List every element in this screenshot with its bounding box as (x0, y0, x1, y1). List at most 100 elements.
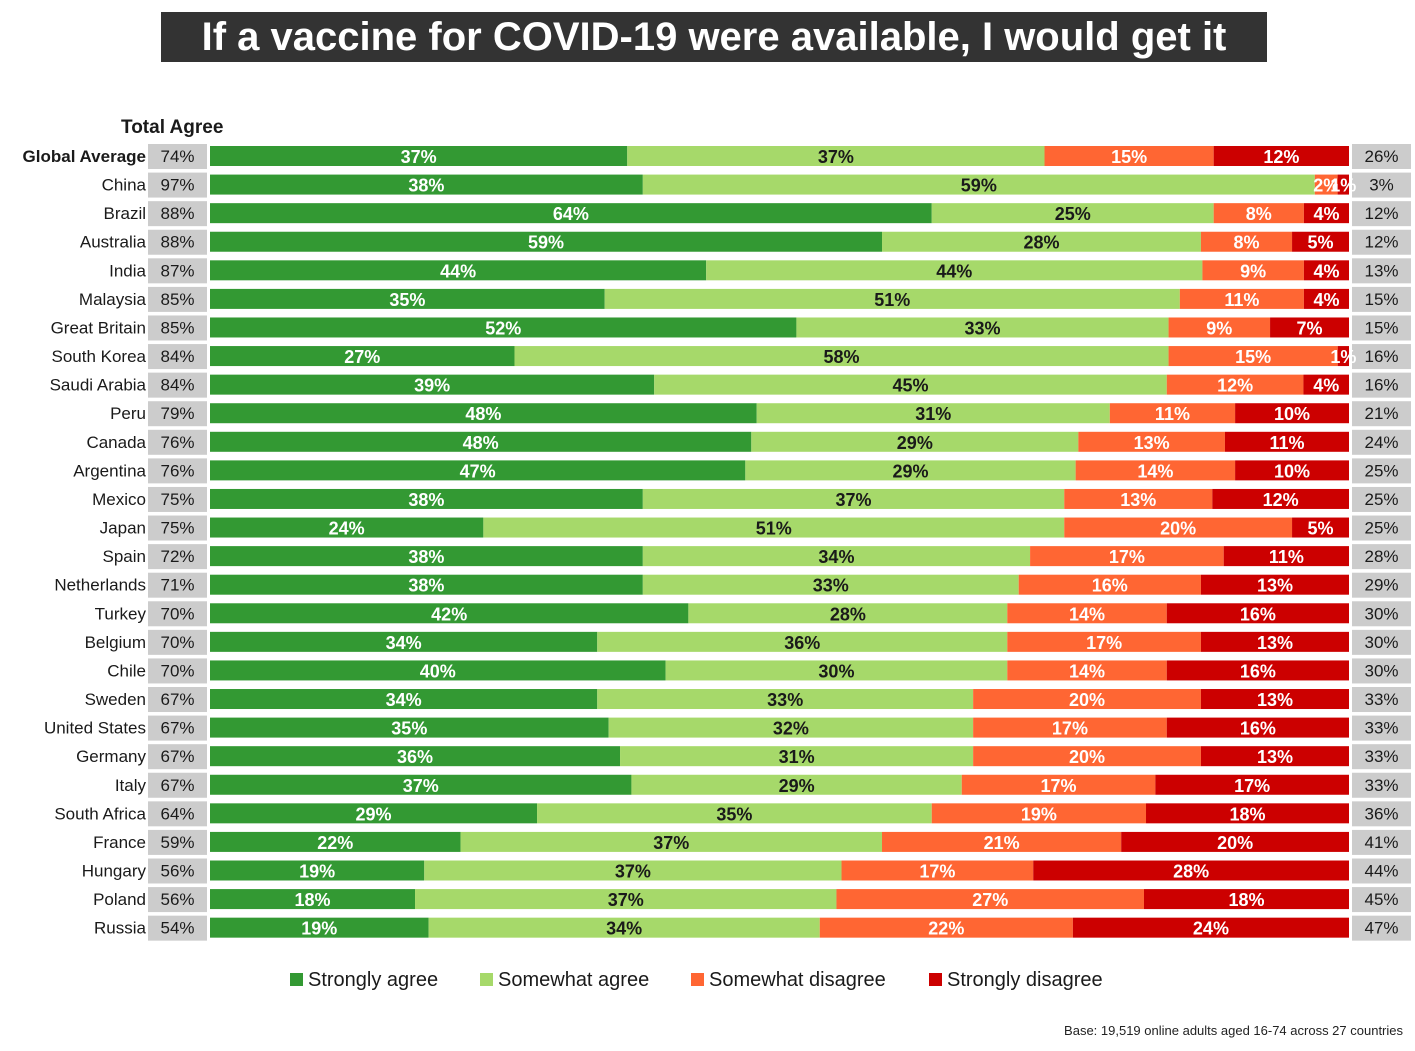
data-label-strongly-disagree: 13% (1257, 633, 1293, 653)
bar-segment-somewhat-agree (688, 603, 1008, 624)
category-label: Sweden (85, 690, 146, 709)
data-label-somewhat-disagree: 15% (1235, 347, 1271, 367)
total-disagree-box (1352, 144, 1411, 169)
legend-swatch-strongly-disagree (929, 973, 942, 986)
data-label-somewhat-agree: 29% (892, 461, 928, 481)
bar-segment-strongly-agree (210, 660, 666, 681)
data-label-somewhat-agree: 34% (818, 547, 854, 567)
total-agree-value: 70% (160, 661, 194, 680)
data-label-strongly-disagree: 10% (1274, 461, 1310, 481)
bar-segment-strongly-agree (210, 460, 746, 481)
total-disagree-value: 26% (1364, 147, 1398, 166)
legend-label-strongly-disagree: Strongly disagree (947, 969, 1103, 991)
total-disagree-value: 33% (1364, 776, 1398, 795)
bar-segment-somewhat-agree (642, 174, 1315, 195)
chart-title: If a vaccine for COVID-19 were available… (161, 12, 1267, 62)
total-disagree-box (1352, 258, 1411, 284)
bar-segment-somewhat-agree (460, 831, 883, 852)
bar-segment-strongly-agree (210, 574, 643, 595)
total-disagree-box (1352, 515, 1411, 541)
data-label-somewhat-agree: 51% (874, 290, 910, 310)
category-label: Brazil (103, 204, 146, 223)
total-agree-value: 72% (160, 547, 194, 566)
bar-segment-somewhat-disagree (841, 860, 1034, 881)
data-label-somewhat-disagree: 9% (1206, 318, 1232, 338)
bar-segment-somewhat-disagree (1007, 660, 1167, 681)
total-disagree-value: 24% (1364, 433, 1398, 452)
data-label-somewhat-agree: 33% (964, 318, 1000, 338)
total-disagree-value: 16% (1364, 376, 1398, 395)
bar-segment-strongly-disagree (1224, 431, 1349, 452)
data-label-strongly-disagree: 1% (1330, 347, 1356, 367)
total-agree-box (148, 372, 207, 398)
total-disagree-box (1352, 915, 1411, 941)
category-label: Canada (86, 433, 146, 452)
data-label-somewhat-agree: 29% (897, 433, 933, 453)
bar-segment-strongly-agree (210, 889, 416, 910)
bar-segment-somewhat-disagree (1064, 488, 1213, 509)
total-disagree-box (1352, 429, 1411, 455)
total-disagree-value: 16% (1364, 347, 1398, 366)
data-label-somewhat-agree: 37% (615, 862, 651, 882)
bar-segment-somewhat-agree (597, 631, 1008, 652)
total-disagree-box (1352, 344, 1411, 370)
total-disagree-value: 33% (1364, 747, 1398, 766)
data-label-strongly-disagree: 11% (1269, 433, 1304, 453)
legend-label-somewhat-disagree: Somewhat disagree (709, 969, 886, 991)
total-agree-value: 64% (160, 804, 194, 823)
data-label-strongly-disagree: 28% (1173, 862, 1209, 882)
bar-segment-strongly-disagree (1033, 860, 1349, 881)
total-disagree-value: 21% (1364, 404, 1398, 423)
bar-segment-strongly-agree (210, 146, 628, 166)
data-label-strongly-agree: 38% (408, 490, 444, 510)
total-agree-box (148, 715, 207, 741)
bar-segment-somewhat-disagree (1179, 288, 1304, 309)
data-label-strongly-disagree: 4% (1313, 290, 1339, 310)
total-disagree-value: 33% (1364, 719, 1398, 738)
legend-label-somewhat-agree: Somewhat agree (498, 969, 649, 991)
bar-segment-strongly-agree (210, 288, 605, 309)
total-agree-box (148, 658, 207, 684)
data-label-somewhat-agree: 30% (818, 661, 854, 681)
total-agree-box (148, 286, 207, 312)
data-label-strongly-agree: 37% (403, 776, 439, 796)
bar-segment-somewhat-agree (620, 746, 974, 767)
data-label-somewhat-agree: 51% (756, 519, 792, 539)
data-label-strongly-agree: 47% (460, 461, 496, 481)
bar-segment-strongly-agree (210, 346, 515, 367)
bar-segment-strongly-disagree (1212, 488, 1349, 509)
total-agree-value: 67% (160, 747, 194, 766)
data-label-somewhat-agree: 31% (779, 747, 815, 767)
data-label-strongly-disagree: 12% (1263, 147, 1299, 167)
bar-segment-somewhat-disagree (1078, 431, 1225, 452)
total-agree-box (148, 258, 207, 284)
bar-segment-somewhat-disagree (973, 746, 1201, 767)
total-agree-value: 87% (160, 261, 194, 280)
bar-segment-somewhat-disagree (1168, 317, 1271, 338)
data-label-strongly-agree: 22% (317, 833, 353, 853)
bar-segment-strongly-disagree (1166, 717, 1349, 738)
bar-segment-strongly-agree (210, 803, 538, 824)
category-label: Peru (110, 404, 146, 423)
bar-segment-somewhat-disagree (1314, 174, 1338, 195)
data-label-strongly-agree: 48% (463, 433, 499, 453)
total-agree-box (148, 858, 207, 884)
bar-segment-somewhat-agree (642, 488, 1065, 509)
data-label-strongly-disagree: 4% (1313, 204, 1339, 224)
bar-segment-strongly-disagree (1200, 574, 1349, 595)
category-label: Mexico (92, 490, 146, 509)
bar-segment-somewhat-disagree (1030, 546, 1224, 567)
total-disagree-value: 30% (1364, 604, 1398, 623)
data-label-somewhat-disagree: 27% (972, 890, 1008, 910)
data-label-strongly-agree: 64% (553, 204, 589, 224)
total-disagree-value: 30% (1364, 661, 1398, 680)
total-disagree-box (1352, 887, 1411, 913)
category-label: France (93, 833, 146, 852)
data-label-somewhat-agree: 33% (767, 690, 803, 710)
total-agree-value: 84% (160, 376, 194, 395)
data-label-strongly-agree: 27% (344, 347, 380, 367)
category-label: South Korea (51, 347, 146, 366)
bar-segment-strongly-disagree (1166, 603, 1349, 624)
data-label-somewhat-agree: 37% (608, 890, 644, 910)
bar-segment-somewhat-agree (597, 689, 974, 710)
